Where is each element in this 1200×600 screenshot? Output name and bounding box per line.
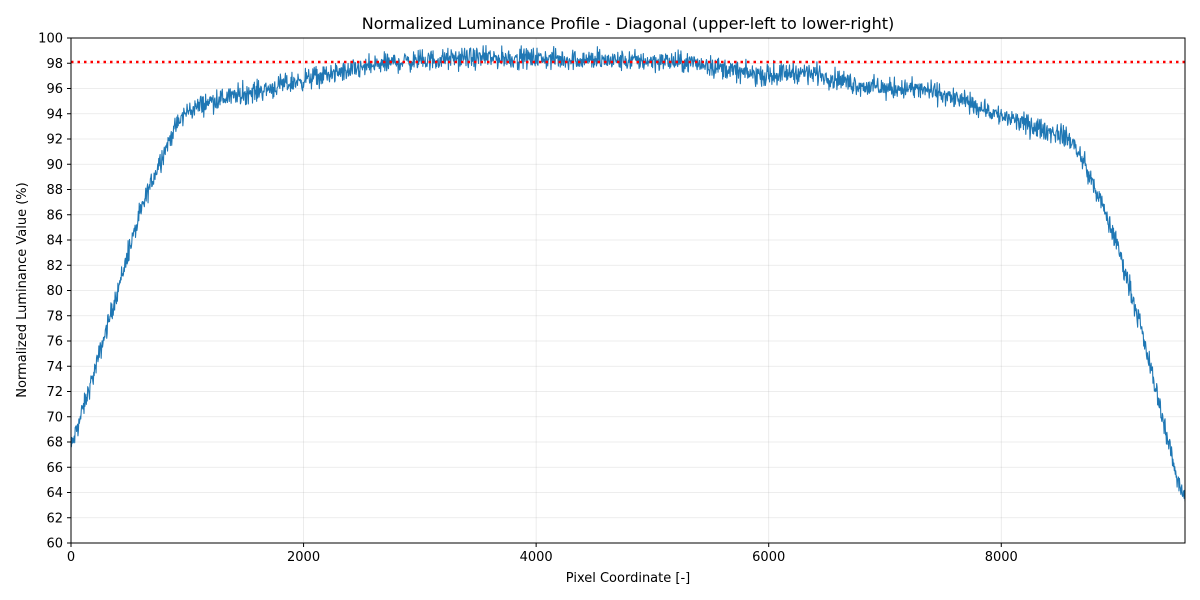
x-tick-label: 4000	[520, 550, 553, 565]
series-layer	[71, 45, 1185, 502]
y-tick-label: 84	[46, 234, 63, 249]
x-tick-label: 6000	[752, 550, 785, 565]
y-tick-label: 62	[46, 511, 63, 526]
x-axis-label: Pixel Coordinate [-]	[566, 571, 690, 586]
y-tick-label: 68	[46, 436, 63, 451]
y-tick-label: 66	[46, 461, 63, 476]
y-tick-label: 78	[46, 309, 63, 324]
y-tick-label: 98	[46, 57, 63, 72]
y-tick-label: 86	[46, 208, 63, 223]
x-tick-label: 0	[67, 550, 75, 565]
y-tick-label: 70	[46, 410, 63, 425]
x-tick-label: 2000	[287, 550, 320, 565]
y-tick-label: 64	[46, 486, 63, 501]
y-tick-label: 90	[46, 158, 63, 173]
y-tick-label: 92	[46, 133, 63, 148]
gridlines	[70, 37, 1185, 544]
y-tick-label: 72	[46, 385, 63, 400]
y-tick-label: 60	[46, 537, 63, 552]
y-tick-label: 76	[46, 335, 63, 350]
x-tick-label: 8000	[985, 550, 1018, 565]
y-tick-label: 100	[38, 32, 63, 47]
y-axis-ticks: 60 62 64 66 68 70 72 74 76 78 80 82 84 86 88 90 92 94 96 98…	[38, 32, 71, 552]
y-tick-label: 94	[46, 107, 63, 122]
y-tick-label: 82	[46, 259, 63, 274]
y-tick-label: 88	[46, 183, 63, 198]
y-tick-label: 80	[46, 284, 63, 299]
y-tick-label: 96	[46, 82, 63, 97]
y-tick-label: 74	[46, 360, 63, 375]
chart-title: Normalized Luminance Profile - Diagonal …	[362, 14, 894, 33]
y-axis-label: Normalized Luminance Value (%)	[15, 182, 30, 397]
luminance-series-line	[71, 45, 1185, 502]
x-axis-ticks: 0 2000 4000 6000 8000	[67, 543, 1018, 565]
